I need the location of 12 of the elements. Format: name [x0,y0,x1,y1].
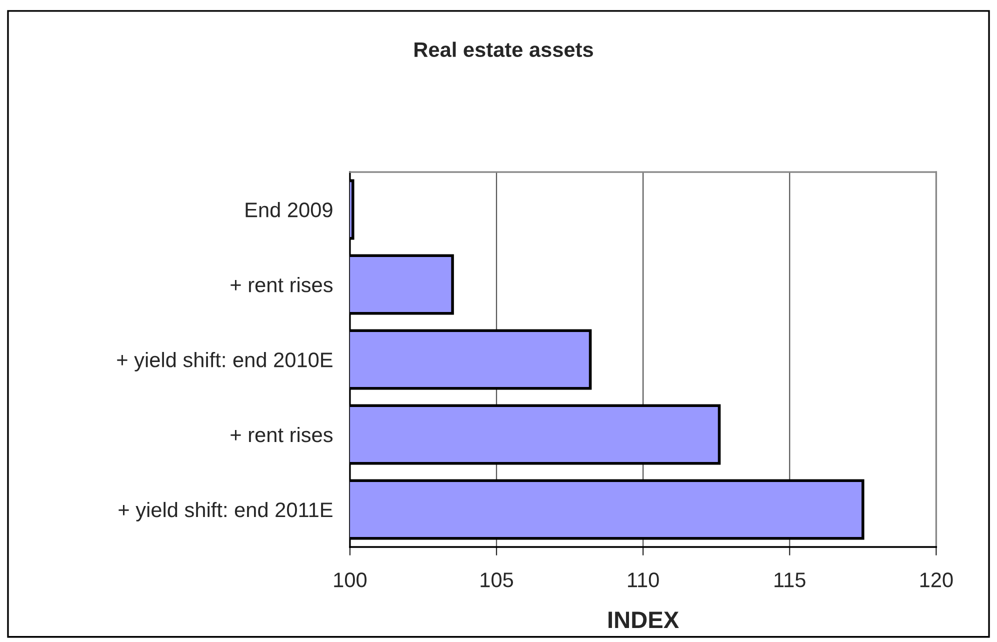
chart-title: Real estate assets [414,42,593,58]
x-tick-label: 110 [628,572,659,588]
y-tick-label: + rent rises [230,426,333,442]
y-tick-label: + yield shift: end 2010E [117,352,332,372]
y-tick-label: + yield shift: end 2011E [118,502,332,522]
y-tick-label: + rent rises [230,276,333,292]
x-tick-label: 120 [920,572,953,588]
x-tick-label: 100 [334,572,367,588]
x-tick-label: 105 [480,572,514,588]
x-tick-label: 115 [774,572,806,588]
y-tick-label: End 2009 [246,202,332,218]
x-axis-title: INDEX [608,612,679,628]
